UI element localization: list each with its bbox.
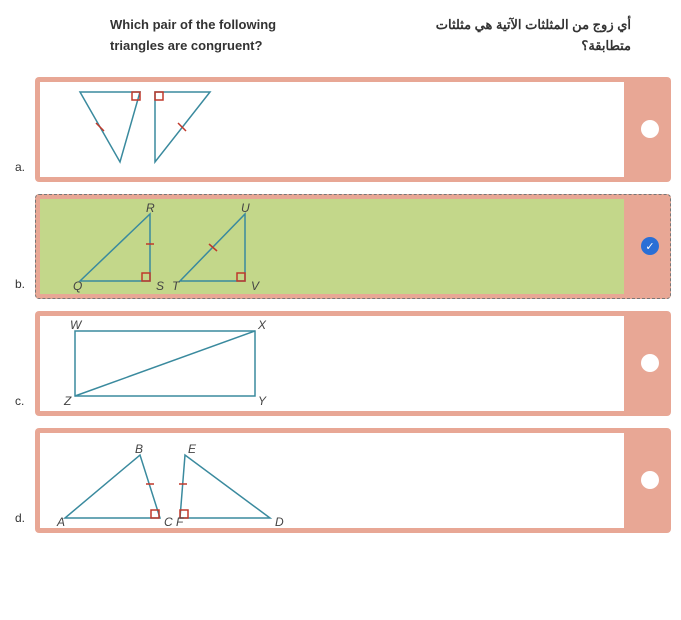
option-a[interactable]: a. xyxy=(35,77,671,182)
question-en: Which pair of the following triangles ar… xyxy=(110,15,310,57)
option-frame xyxy=(35,77,671,182)
vertex-B: B xyxy=(135,442,143,456)
option-b[interactable]: b. R Q S T xyxy=(35,194,671,299)
radio-c[interactable] xyxy=(641,354,659,372)
vertex-A: A xyxy=(57,515,65,529)
radio-d[interactable] xyxy=(641,471,659,489)
radio-col xyxy=(629,311,671,416)
option-label: b. xyxy=(15,277,25,291)
vertex-F: F xyxy=(176,515,183,529)
vertex-C: C xyxy=(164,515,173,529)
radio-col xyxy=(629,428,671,533)
option-frame: A B C E F D xyxy=(35,428,671,533)
option-label: a. xyxy=(15,160,25,174)
radio-col xyxy=(629,77,671,182)
question-ar: أي زوج من المثلثات الآتية هي مثلثات متطا… xyxy=(431,15,631,57)
question-row: Which pair of the following triangles ar… xyxy=(0,0,681,67)
vertex-V: V xyxy=(251,279,259,293)
vertex-D: D xyxy=(275,515,284,529)
option-label: d. xyxy=(15,511,25,525)
option-c[interactable]: c. W X Y Z xyxy=(35,311,671,416)
option-d[interactable]: d. A B C E xyxy=(35,428,671,533)
vertex-U: U xyxy=(241,201,250,215)
vertex-W: W xyxy=(70,318,81,332)
option-diagram: A B C E F D xyxy=(40,433,624,528)
vertex-Q: Q xyxy=(73,279,82,293)
vertex-E: E xyxy=(188,442,196,456)
option-diagram xyxy=(40,82,624,177)
vertex-Y: Y xyxy=(258,394,266,408)
option-label: c. xyxy=(15,394,24,408)
vertex-S: S xyxy=(156,279,164,293)
check-icon: ✓ xyxy=(645,240,654,253)
vertex-T: T xyxy=(172,279,179,293)
triangles-d-svg xyxy=(40,433,600,528)
triangles-b-svg xyxy=(40,199,600,294)
option-frame: W X Y Z xyxy=(35,311,671,416)
radio-a[interactable] xyxy=(641,120,659,138)
triangles-a-svg xyxy=(40,82,600,177)
vertex-Z: Z xyxy=(64,394,71,408)
radio-b[interactable]: ✓ xyxy=(641,237,659,255)
vertex-X: X xyxy=(258,318,266,332)
options-list: a. xyxy=(0,67,681,533)
option-diagram: R Q S T U V xyxy=(40,199,624,294)
option-frame: R Q S T U V ✓ xyxy=(35,194,671,299)
triangles-c-svg xyxy=(40,316,600,411)
radio-col: ✓ xyxy=(629,194,671,299)
vertex-R: R xyxy=(146,201,155,215)
option-diagram: W X Y Z xyxy=(40,316,624,411)
